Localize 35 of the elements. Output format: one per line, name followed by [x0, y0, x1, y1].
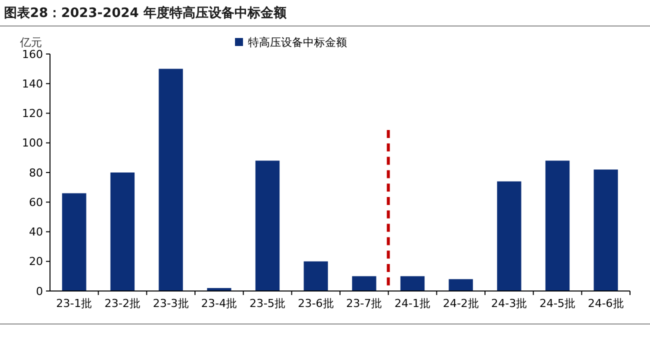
y-tick-label: 160 — [22, 48, 43, 61]
y-tick-label: 120 — [22, 107, 43, 120]
x-tick-label: 23-4批 — [201, 297, 238, 310]
x-tick-label: 24-5批 — [540, 297, 576, 310]
x-tick-label: 23-3批 — [152, 297, 189, 310]
bar — [304, 261, 328, 291]
legend-label: 特高压设备中标金额 — [248, 36, 347, 49]
x-tick-label: 23-1批 — [56, 297, 92, 310]
chart-title: 图表28：2023-2024 年度特高压设备中标金额 — [4, 5, 288, 21]
bar — [255, 160, 280, 291]
y-tick-label: 140 — [22, 77, 43, 90]
x-tick-label: 23-7批 — [346, 297, 382, 310]
bar — [400, 276, 425, 291]
x-tick-label: 24-6批 — [588, 297, 624, 310]
bar — [545, 160, 570, 291]
bar — [352, 276, 376, 291]
y-axis-title: 亿元 — [19, 36, 42, 49]
y-tick-label: 100 — [22, 136, 43, 150]
bar — [158, 68, 183, 291]
x-tick-label: 23-6批 — [298, 297, 334, 310]
bar — [110, 172, 135, 291]
x-tick-label: 23-2批 — [104, 297, 140, 310]
y-tick-label: 40 — [29, 226, 43, 239]
x-tick-label: 24-3批 — [491, 297, 528, 310]
y-tick-label: 80 — [29, 166, 43, 180]
y-tick-label: 0 — [36, 284, 43, 298]
bar — [594, 170, 618, 291]
x-tick-label: 23-5批 — [250, 297, 286, 310]
bar — [497, 181, 522, 291]
bar — [448, 279, 473, 291]
y-tick-label: 20 — [29, 255, 43, 268]
bar — [62, 193, 86, 291]
y-tick-label: 60 — [29, 196, 43, 209]
x-tick-label: 24-1批 — [394, 297, 430, 310]
x-tick-label: 24-2批 — [442, 297, 479, 310]
